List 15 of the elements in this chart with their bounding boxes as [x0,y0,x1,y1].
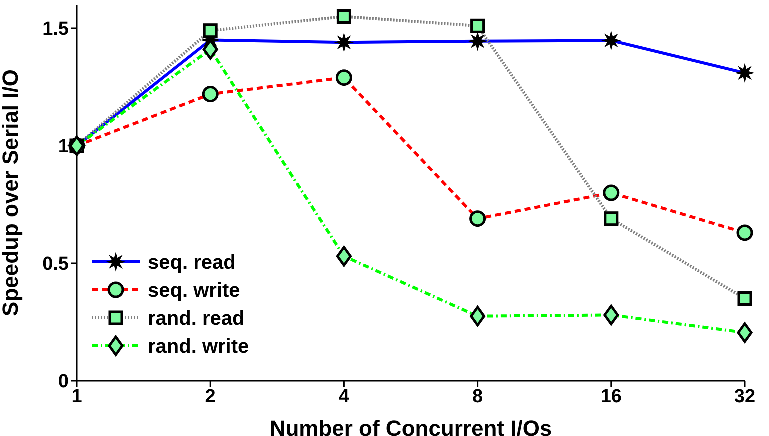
x-tick-label: 1 [72,386,83,408]
y-tick-label: 0 [58,372,69,393]
legend-label: rand. read [148,308,245,330]
y-axis-title: Speedup over Serial I/O [0,70,23,316]
x-tick-label: 16 [600,386,622,408]
legend-label: rand. write [148,336,250,358]
x-tick-label: 32 [734,386,756,408]
legend-label: seq. read [148,252,236,274]
legend-label: seq. write [148,280,240,302]
y-tick-label: 1.5 [42,19,70,40]
x-tick-label: 8 [472,386,484,408]
y-tick-label: 0.5 [42,254,70,276]
x-tick-label: 4 [338,386,350,408]
y-tick-label: 1 [58,136,70,158]
x-tick-label: 2 [205,386,216,408]
